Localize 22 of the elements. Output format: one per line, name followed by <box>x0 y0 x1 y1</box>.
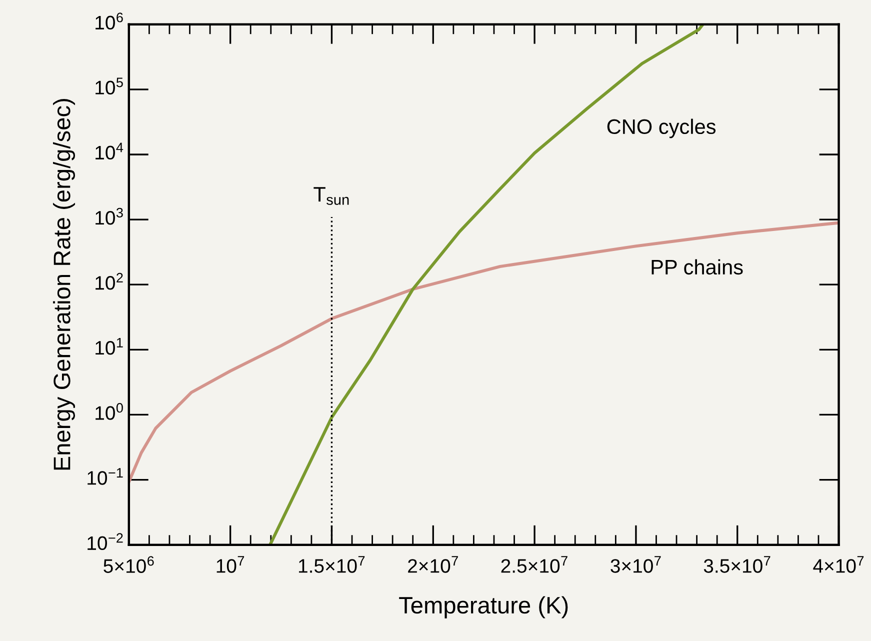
y-tick-label: 10$^{−1}$ <box>88 468 123 485</box>
y-tick-label: 10$^{4}$ <box>96 142 124 160</box>
series-label: CNO cycles <box>607 118 716 138</box>
y-tick-label: 10$^{3}$ <box>96 208 123 225</box>
series-label: PP chains <box>652 259 743 275</box>
ref-line-label: T$_{sun}$ <box>314 187 349 205</box>
y-tick-label: 10$^{6}$ <box>96 12 123 30</box>
x-tick-label: 2×10$^{7}$ <box>408 556 458 573</box>
x-tick-label: 3.5×10$^{7}$ <box>704 556 770 573</box>
y-tick-label: 10$^{2}$ <box>96 272 123 290</box>
x-tick-label: 4×10$^{7}$ <box>813 556 864 573</box>
x-tick-label: 1.5×10$^{7}$ <box>298 556 365 573</box>
y-tick-label: 10$^{5}$ <box>96 78 123 94</box>
x-tick-label: 5×10$^{6}$ <box>104 556 154 573</box>
y-axis-title: Energy Generation Rate (erg/g/sec) <box>53 99 76 470</box>
y-tick-label: 10$^{0}$ <box>96 403 123 420</box>
x-axis-title: Temperature (K) <box>399 596 568 618</box>
y-tick-label: 10$^{1}$ <box>96 338 123 355</box>
x-tick-label: 3×10$^{7}$ <box>610 556 661 573</box>
y-tick-label: 10$^{−2}$ <box>88 533 123 550</box>
x-tick-label: 10$^{7}$ <box>216 556 244 573</box>
x-tick-label: 2.5×10$^{7}$ <box>501 556 568 573</box>
